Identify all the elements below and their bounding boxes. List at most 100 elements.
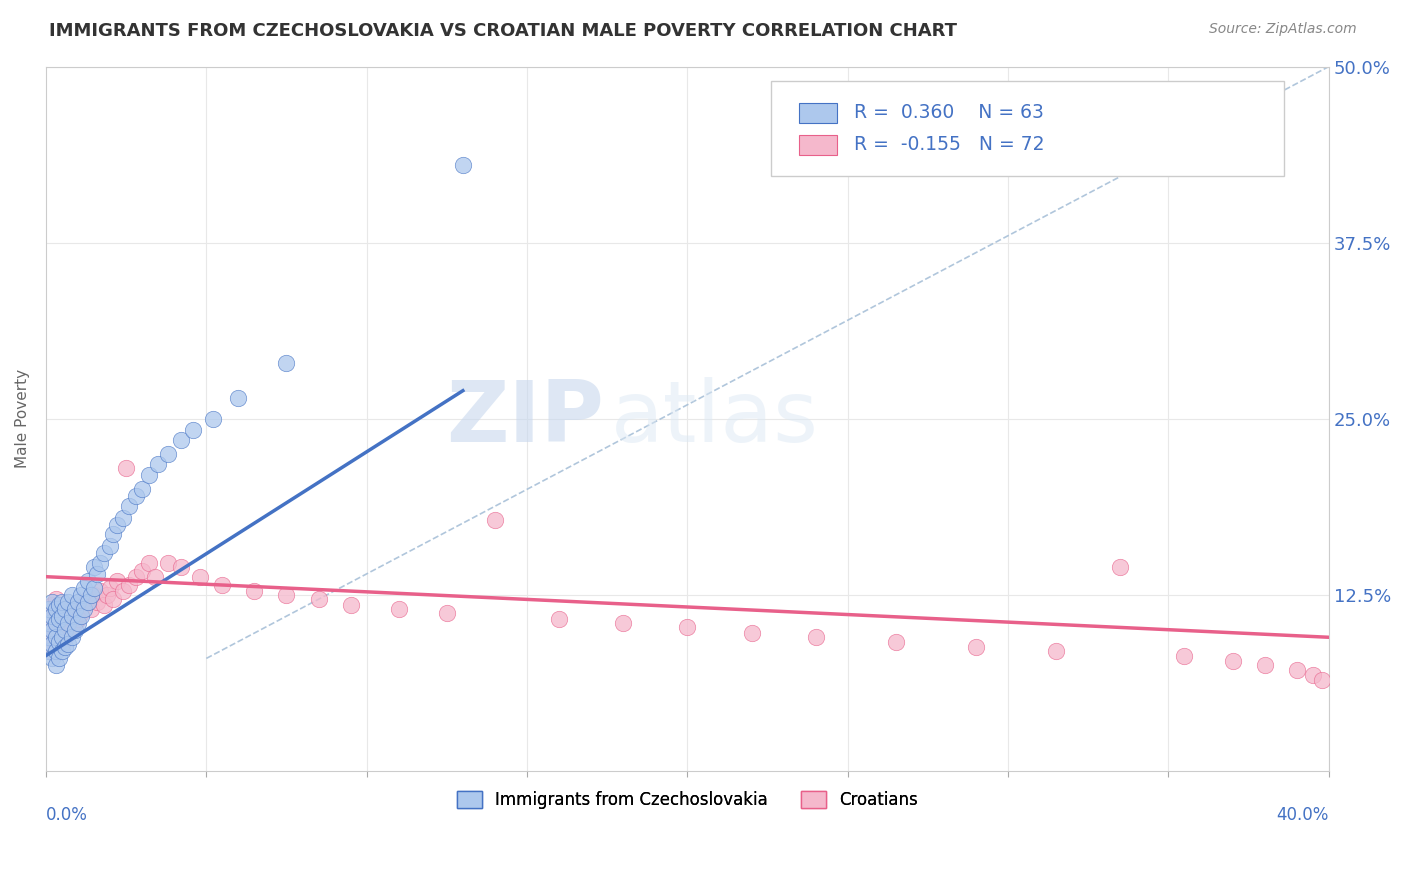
- Point: [41, 624, 63, 638]
- Point: [53, 640, 76, 654]
- Point: [111, 510, 134, 524]
- Point: [45, 624, 67, 638]
- Point: [48, 602, 70, 616]
- Point: [118, 500, 141, 514]
- Point: [63, 624, 86, 638]
- Point: [884, 634, 907, 648]
- Point: [73, 598, 96, 612]
- Point: [83, 559, 105, 574]
- Point: [276, 355, 298, 369]
- Point: [96, 588, 118, 602]
- Text: R =  -0.155   N = 72: R = -0.155 N = 72: [853, 135, 1045, 153]
- Point: [73, 581, 96, 595]
- Point: [58, 637, 80, 651]
- Point: [211, 578, 233, 592]
- Text: Source: ZipAtlas.com: Source: ZipAtlas.com: [1209, 22, 1357, 37]
- Point: [80, 588, 103, 602]
- Point: [38, 609, 60, 624]
- Point: [169, 559, 191, 574]
- Legend: Immigrants from Czechoslovakia, Croatians: Immigrants from Czechoslovakia, Croatian…: [450, 784, 925, 815]
- Point: [436, 607, 458, 621]
- Point: [86, 566, 108, 581]
- Point: [115, 461, 138, 475]
- Point: [98, 539, 121, 553]
- Point: [51, 602, 73, 616]
- Point: [51, 595, 73, 609]
- Bar: [799, 135, 838, 154]
- Point: [125, 489, 148, 503]
- Point: [48, 651, 70, 665]
- Point: [103, 592, 125, 607]
- Point: [138, 468, 160, 483]
- Point: [98, 581, 121, 595]
- Point: [118, 578, 141, 592]
- Point: [58, 595, 80, 609]
- Point: [41, 651, 63, 665]
- Point: [80, 602, 103, 616]
- Point: [53, 602, 76, 616]
- Point: [1222, 654, 1244, 668]
- Point: [60, 588, 83, 602]
- Point: [188, 570, 211, 584]
- Point: [111, 583, 134, 598]
- Text: IMMIGRANTS FROM CZECHOSLOVAKIA VS CROATIAN MALE POVERTY CORRELATION CHART: IMMIGRANTS FROM CZECHOSLOVAKIA VS CROATI…: [49, 22, 957, 40]
- Point: [388, 602, 411, 616]
- Point: [70, 607, 93, 621]
- Point: [86, 595, 108, 609]
- Point: [741, 626, 763, 640]
- Point: [45, 640, 67, 654]
- Point: [243, 583, 266, 598]
- Point: [38, 630, 60, 644]
- Point: [38, 602, 60, 616]
- Point: [1045, 644, 1067, 658]
- Point: [612, 616, 634, 631]
- Point: [58, 616, 80, 631]
- Point: [48, 634, 70, 648]
- Point: [228, 391, 250, 405]
- Point: [484, 513, 506, 527]
- Point: [58, 626, 80, 640]
- Point: [45, 616, 67, 631]
- Point: [1253, 658, 1275, 673]
- Point: [60, 602, 83, 616]
- Point: [1285, 663, 1308, 677]
- Point: [51, 609, 73, 624]
- Point: [73, 602, 96, 616]
- Point: [63, 598, 86, 612]
- Point: [76, 574, 98, 588]
- Point: [41, 598, 63, 612]
- Point: [38, 624, 60, 638]
- Point: [105, 574, 128, 588]
- Point: [51, 637, 73, 651]
- Point: [48, 598, 70, 612]
- Point: [156, 556, 179, 570]
- Point: [308, 592, 330, 607]
- Point: [105, 517, 128, 532]
- Point: [148, 457, 170, 471]
- Point: [201, 412, 224, 426]
- Point: [83, 581, 105, 595]
- Point: [548, 612, 571, 626]
- Point: [76, 592, 98, 607]
- Point: [45, 658, 67, 673]
- Point: [48, 634, 70, 648]
- Point: [63, 602, 86, 616]
- Point: [276, 588, 298, 602]
- Point: [451, 158, 474, 172]
- Point: [70, 588, 93, 602]
- Point: [93, 546, 115, 560]
- Point: [76, 595, 98, 609]
- Point: [41, 595, 63, 609]
- Point: [58, 607, 80, 621]
- Point: [51, 620, 73, 634]
- Text: ZIP: ZIP: [446, 377, 605, 460]
- Y-axis label: Male Poverty: Male Poverty: [15, 369, 30, 468]
- Point: [1173, 648, 1195, 663]
- Point: [60, 609, 83, 624]
- Text: atlas: atlas: [610, 377, 818, 460]
- Point: [41, 637, 63, 651]
- Point: [53, 612, 76, 626]
- Point: [83, 588, 105, 602]
- Point: [1302, 668, 1324, 682]
- Point: [67, 595, 90, 609]
